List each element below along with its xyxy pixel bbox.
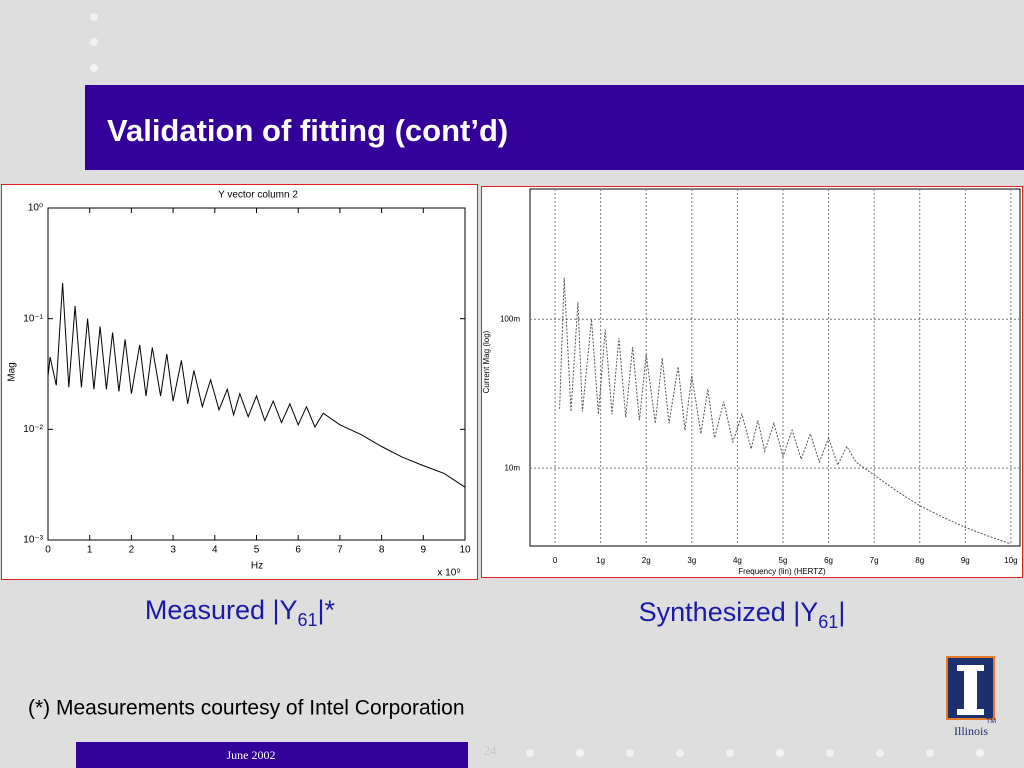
x-tick-label: 2 xyxy=(129,545,135,556)
x-tick-label: 5g xyxy=(779,556,788,565)
x-tick-label: 4g xyxy=(733,556,742,565)
caption-sub: 61 xyxy=(298,610,318,630)
decor-dots xyxy=(90,13,984,757)
caption-suffix: | xyxy=(838,597,845,627)
x-tick-label: 3 xyxy=(170,545,176,556)
x-tick-label: 7g xyxy=(870,556,879,565)
y-tick-label: 100m xyxy=(500,314,520,323)
x-axis-label: Hz xyxy=(251,561,263,572)
x-tick-label: 6g xyxy=(824,556,833,565)
x-tick-label: 4 xyxy=(212,545,218,556)
caption: Measured |Y61|* xyxy=(145,595,336,630)
data-line xyxy=(559,277,1012,545)
title-bar xyxy=(85,85,1024,170)
y-tick-label: 10m xyxy=(504,463,520,472)
slide-title: Validation of fitting (cont’d) xyxy=(107,113,508,148)
x-tick-label: 0 xyxy=(553,556,558,565)
x-tick-label: 6 xyxy=(295,545,301,556)
caption-text: Measured |Y xyxy=(145,595,298,625)
caption-sub: 61 xyxy=(818,612,838,632)
logo-mark: TM xyxy=(986,718,996,725)
chart: 10m 100m 0 1g 2g 3g 4g 5g 6g 7g 8g 9g 10g Frequency (… xyxy=(482,188,1021,576)
x-axis-note: x 10⁹ xyxy=(437,568,460,579)
caption-suffix: |* xyxy=(318,595,336,625)
x-tick-label: 5 xyxy=(254,545,260,556)
footer-date: June 2002 xyxy=(227,748,276,762)
footnote: (*) Measurements courtesy of Intel Corpo… xyxy=(28,697,465,720)
logo-text: Illinois xyxy=(954,724,988,738)
plot-area xyxy=(47,207,466,541)
page-number: 24 xyxy=(484,743,498,758)
x-tick-label: 9g xyxy=(961,556,970,565)
plot-area xyxy=(529,188,1021,547)
x-tick-label: 8g xyxy=(915,556,924,565)
caption-text: Synthesized |Y xyxy=(639,597,819,627)
y-axis-label: Current Mag (log) xyxy=(482,330,491,393)
y-tick-label: 10⁰ xyxy=(28,203,43,214)
x-tick-label: 10g xyxy=(1004,556,1017,565)
chart: 10⁻³ 10⁻² 10⁻¹ 10⁰ 0 1 2 3 4 5 6 7 8 9 10 Y vector colu… xyxy=(7,190,471,579)
x-axis-label: Frequency (lin) (HERTZ) xyxy=(738,567,826,576)
y-tick-label: 10⁻² xyxy=(23,424,43,435)
x-tick-label: 3g xyxy=(687,556,696,565)
x-tick-label: 9 xyxy=(421,545,427,556)
x-tick-label: 7 xyxy=(337,545,343,556)
data-line xyxy=(47,282,466,488)
x-tick-label: 1 xyxy=(87,545,93,556)
logo xyxy=(946,656,995,720)
chart-title: Y vector column 2 xyxy=(218,190,298,201)
x-tick-label: 8 xyxy=(379,545,385,556)
caption: Synthesized |Y61| xyxy=(639,597,846,632)
x-tick-label: 1g xyxy=(596,556,605,565)
y-tick-label: 10⁻¹ xyxy=(23,313,43,324)
x-tick-label: 10 xyxy=(459,545,471,556)
x-tick-label: 0 xyxy=(45,545,51,556)
y-axis-label: Mag xyxy=(7,362,18,381)
footer-bar xyxy=(76,742,468,768)
x-tick-label: 2g xyxy=(642,556,651,565)
y-tick-label: 10⁻³ xyxy=(23,535,43,546)
